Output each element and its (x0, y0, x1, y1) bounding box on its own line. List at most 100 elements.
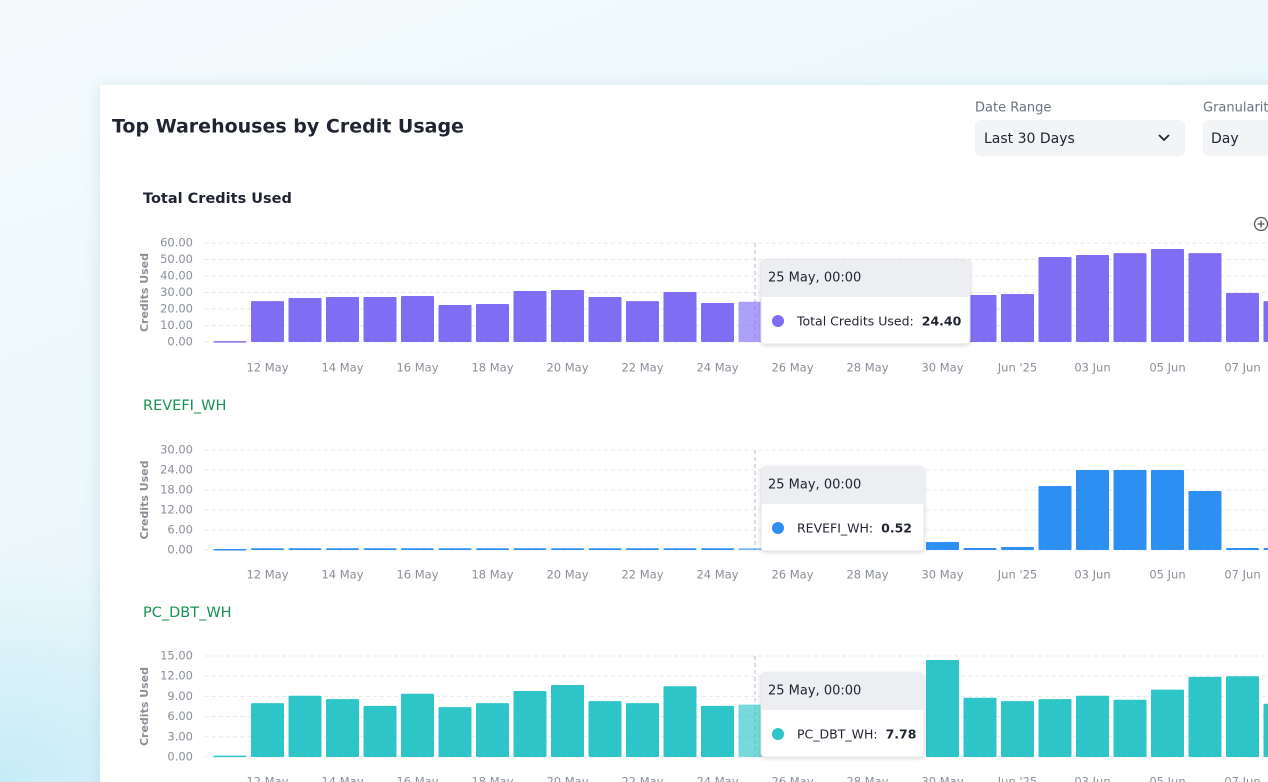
bar (1038, 699, 1072, 757)
x-tick-label: 24 May (696, 361, 738, 375)
bar (963, 294, 997, 342)
bar (476, 703, 509, 757)
bar (476, 304, 509, 342)
tooltip-header (761, 673, 924, 710)
y-tick-label: 18.00 (160, 483, 193, 497)
bar (1038, 486, 1072, 550)
y-tick-label: 3.00 (167, 729, 193, 743)
x-tick-label: 16 May (396, 775, 438, 782)
x-tick-label: 18 May (471, 775, 513, 782)
control-label: Granularity (1203, 101, 1268, 116)
y-tick-label: 0.00 (167, 335, 193, 349)
y-tick-label: 30.00 (160, 285, 193, 299)
bar (1188, 676, 1222, 757)
tooltip: 25 May, 00:00 REVEFI_WH: 0.52 (760, 466, 925, 552)
x-tick-label: 14 May (321, 775, 363, 782)
x-tick-label: 22 May (621, 361, 663, 375)
tooltip: 25 May, 00:00 Total Credits Used: 24.40 (760, 259, 971, 345)
x-tick-label: 30 May (921, 361, 963, 375)
bar (1001, 701, 1034, 757)
x-tick-label: Jun '25 (997, 775, 1037, 782)
bar (1188, 253, 1222, 342)
bar (1113, 699, 1147, 757)
dropdown[interactable] (975, 120, 1185, 156)
dropdown[interactable] (1203, 120, 1268, 156)
x-tick-label: 05 Jun (1149, 361, 1185, 375)
x-tick-label: 30 May (921, 568, 963, 582)
bar (1263, 703, 1268, 757)
bar (1038, 257, 1072, 342)
page-title: Top Warehouses by Credit Usage (112, 116, 464, 138)
tooltip-label: PC_DBT_WH: (797, 727, 878, 742)
bar (1226, 676, 1259, 757)
bar (213, 341, 247, 343)
bar (1151, 689, 1184, 757)
y-tick-label: 0.00 (167, 543, 193, 557)
x-tick-label: 26 May (771, 775, 813, 782)
bar (1226, 292, 1259, 342)
x-tick-label: 07 Jun (1224, 568, 1260, 582)
y-tick-label: 15.00 (160, 649, 193, 663)
x-tick-label: 24 May (696, 775, 738, 782)
tooltip-dot (772, 315, 784, 327)
dropdown-value[interactable]: Last 30 Days (984, 131, 1075, 147)
bar (1151, 470, 1184, 550)
panel (100, 85, 1268, 782)
chart-title: Total Credits Used (143, 191, 292, 207)
y-axis-label: Credits Used (138, 253, 151, 332)
bar (663, 292, 697, 342)
x-tick-label: 20 May (546, 775, 588, 782)
bar (438, 305, 472, 342)
tooltip: 25 May, 00:00 PC_DBT_WH: 7.78 (760, 672, 925, 758)
bar (588, 548, 622, 550)
x-tick-label: 12 May (246, 361, 288, 375)
bar (213, 549, 247, 551)
x-tick-label: 03 Jun (1074, 361, 1110, 375)
bar (288, 548, 322, 550)
x-tick-label: 16 May (396, 568, 438, 582)
bar (1226, 548, 1259, 550)
bar (401, 295, 434, 342)
x-tick-label: Jun '25 (997, 361, 1037, 375)
bar (438, 548, 472, 550)
chart-title: PC_DBT_WH (143, 605, 232, 621)
y-tick-label: 0.00 (167, 750, 193, 764)
chart-title: REVEFI_WH (143, 398, 226, 414)
x-tick-label: 14 May (321, 361, 363, 375)
zoom-plus[interactable] (1257, 220, 1265, 228)
bar (1113, 470, 1147, 550)
bar (1188, 491, 1222, 550)
x-tick-label: 03 Jun (1074, 775, 1110, 782)
bar (701, 705, 734, 757)
tooltip-title: 25 May, 00:00 (768, 478, 861, 493)
dropdown-value[interactable]: Day (1211, 131, 1239, 147)
y-axis-label: Credits Used (138, 667, 151, 746)
x-tick-label: Jun '25 (997, 568, 1037, 582)
x-tick-label: 18 May (471, 361, 513, 375)
bar (251, 548, 284, 550)
y-tick-label: 20.00 (160, 302, 193, 316)
tooltip-dot (772, 728, 784, 740)
bar (1263, 548, 1268, 550)
tooltip-value: 24.40 (922, 314, 962, 329)
chevron-icon[interactable] (1158, 134, 1170, 142)
bar (663, 548, 697, 550)
bar (326, 699, 359, 757)
control-label: Date Range (975, 101, 1051, 116)
bar (1001, 293, 1034, 342)
bar (288, 695, 322, 757)
bar (251, 703, 284, 757)
bar (1076, 470, 1109, 550)
x-tick-label: 24 May (696, 568, 738, 582)
bar (326, 548, 359, 550)
bar (288, 297, 322, 342)
y-tick-label: 12.00 (160, 503, 193, 517)
bar (663, 686, 697, 757)
bar (963, 548, 997, 550)
y-tick-label: 9.00 (167, 689, 193, 703)
bar (551, 290, 584, 342)
y-tick-label: 30.00 (160, 443, 193, 457)
bar (626, 548, 659, 550)
x-tick-label: 30 May (921, 775, 963, 782)
